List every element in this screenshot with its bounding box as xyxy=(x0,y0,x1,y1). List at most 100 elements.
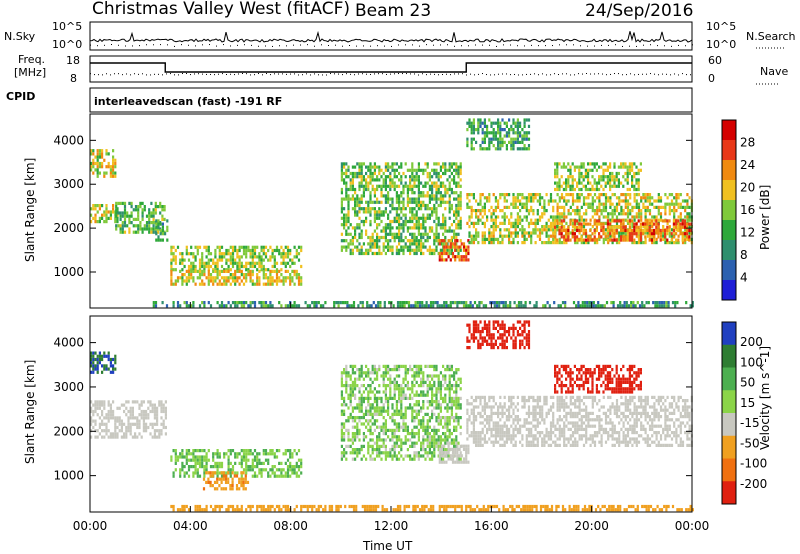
scatter-cell xyxy=(196,468,199,472)
scatter-cell xyxy=(112,210,115,214)
scatter-cell xyxy=(181,508,184,512)
scatter-cell xyxy=(535,508,538,512)
scatter-cell xyxy=(526,508,529,512)
scatter-cell xyxy=(499,241,502,245)
scatter-cell xyxy=(554,235,557,239)
scatter-cell xyxy=(582,218,586,222)
scatter-cell xyxy=(240,269,243,273)
scatter-cell xyxy=(354,245,357,249)
scatter-cell xyxy=(351,181,354,185)
scatter-cell xyxy=(657,218,660,222)
scatter-cell xyxy=(538,228,542,232)
scatter-cell xyxy=(648,238,651,242)
scatter-cell xyxy=(324,301,327,305)
scatter-cell xyxy=(527,212,531,216)
scatter-cell xyxy=(218,282,221,286)
scatter-cell xyxy=(190,465,193,469)
scatter-cell xyxy=(668,228,671,233)
scatter-cell xyxy=(105,204,108,208)
scatter-cell xyxy=(469,301,472,305)
scatter-cell xyxy=(154,304,158,308)
scatter-cell xyxy=(429,504,433,509)
scatter-cell xyxy=(442,184,445,188)
scatter-cell xyxy=(623,508,626,512)
scatter-cell xyxy=(631,219,634,223)
scatter-cell xyxy=(354,213,357,217)
scatter-cell xyxy=(371,171,374,176)
scatter-cell xyxy=(262,248,265,253)
nsearch-point xyxy=(538,45,539,47)
scatter-cell xyxy=(378,251,381,256)
scatter-cell xyxy=(670,241,674,245)
scatter-cell xyxy=(203,264,206,269)
scatter-cell xyxy=(351,409,354,413)
scatter-cell xyxy=(530,237,533,241)
scatter-cell xyxy=(521,225,524,229)
scatter-cell xyxy=(384,175,387,179)
scatter-cell xyxy=(260,248,263,253)
scatter-cell xyxy=(211,471,214,475)
scatter-cell xyxy=(470,128,473,132)
scatter-cell xyxy=(479,147,482,151)
scatter-cell xyxy=(549,215,553,219)
scatter-cell xyxy=(345,219,348,224)
scatter-cell xyxy=(563,205,566,209)
scatter-cell xyxy=(595,184,598,188)
scatter-cell xyxy=(604,215,608,219)
scatter-cell xyxy=(101,357,104,362)
scatter-cell xyxy=(586,301,589,305)
scatter-cell xyxy=(240,461,243,465)
scatter-cell xyxy=(231,258,235,262)
scatter-cell xyxy=(571,228,574,233)
scatter-cell xyxy=(227,480,230,484)
scatter-cell xyxy=(583,504,587,509)
scatter-cell xyxy=(556,209,559,213)
scatter-cell xyxy=(360,409,363,413)
scatter-cell xyxy=(367,200,370,204)
scatter-cell xyxy=(297,279,301,283)
scatter-cell xyxy=(273,455,276,459)
scatter-cell xyxy=(479,144,482,148)
scatter-cell xyxy=(525,209,528,213)
scatter-cell xyxy=(413,223,416,227)
scatter-cell xyxy=(445,242,448,246)
scatter-cell xyxy=(467,258,470,262)
scatter-cell xyxy=(136,400,139,404)
scatter-cell xyxy=(249,449,252,453)
nave-point xyxy=(510,74,511,76)
scatter-cell xyxy=(613,235,616,239)
scatter-cell xyxy=(96,403,99,407)
scatter-cell xyxy=(565,184,568,188)
scatter-cell xyxy=(107,435,110,439)
scatter-cell xyxy=(297,449,301,453)
scatter-cell xyxy=(499,131,502,135)
scatter-cell xyxy=(278,508,281,512)
scatter-cell xyxy=(340,438,343,442)
scatter-cell xyxy=(525,118,528,122)
scatter-cell xyxy=(256,245,259,249)
scatter-cell xyxy=(417,168,420,172)
scatter-cell xyxy=(521,241,524,245)
scatter-cell xyxy=(242,282,246,286)
scatter-cell xyxy=(432,508,435,512)
scatter-cell xyxy=(286,304,290,308)
scatter-cell xyxy=(387,184,390,188)
scatter-cell xyxy=(494,121,497,125)
scatter-cell xyxy=(212,455,215,459)
scatter-cell xyxy=(416,301,419,305)
scatter-cell xyxy=(565,228,568,233)
scatter-cell xyxy=(538,199,542,203)
scatter-cell xyxy=(560,165,563,169)
scatter-cell xyxy=(340,216,343,220)
scatter-cell xyxy=(565,235,568,239)
scatter-cell xyxy=(220,269,224,273)
scatter-cell xyxy=(179,455,182,459)
scatter-cell xyxy=(615,178,618,182)
scatter-cell xyxy=(432,304,435,308)
scatter-cell xyxy=(510,124,513,128)
scatter-cell xyxy=(218,304,221,308)
scatter-cell xyxy=(227,269,230,273)
scatter-cell xyxy=(573,225,576,229)
scatter-cell xyxy=(300,471,303,475)
scatter-cell xyxy=(514,228,517,232)
